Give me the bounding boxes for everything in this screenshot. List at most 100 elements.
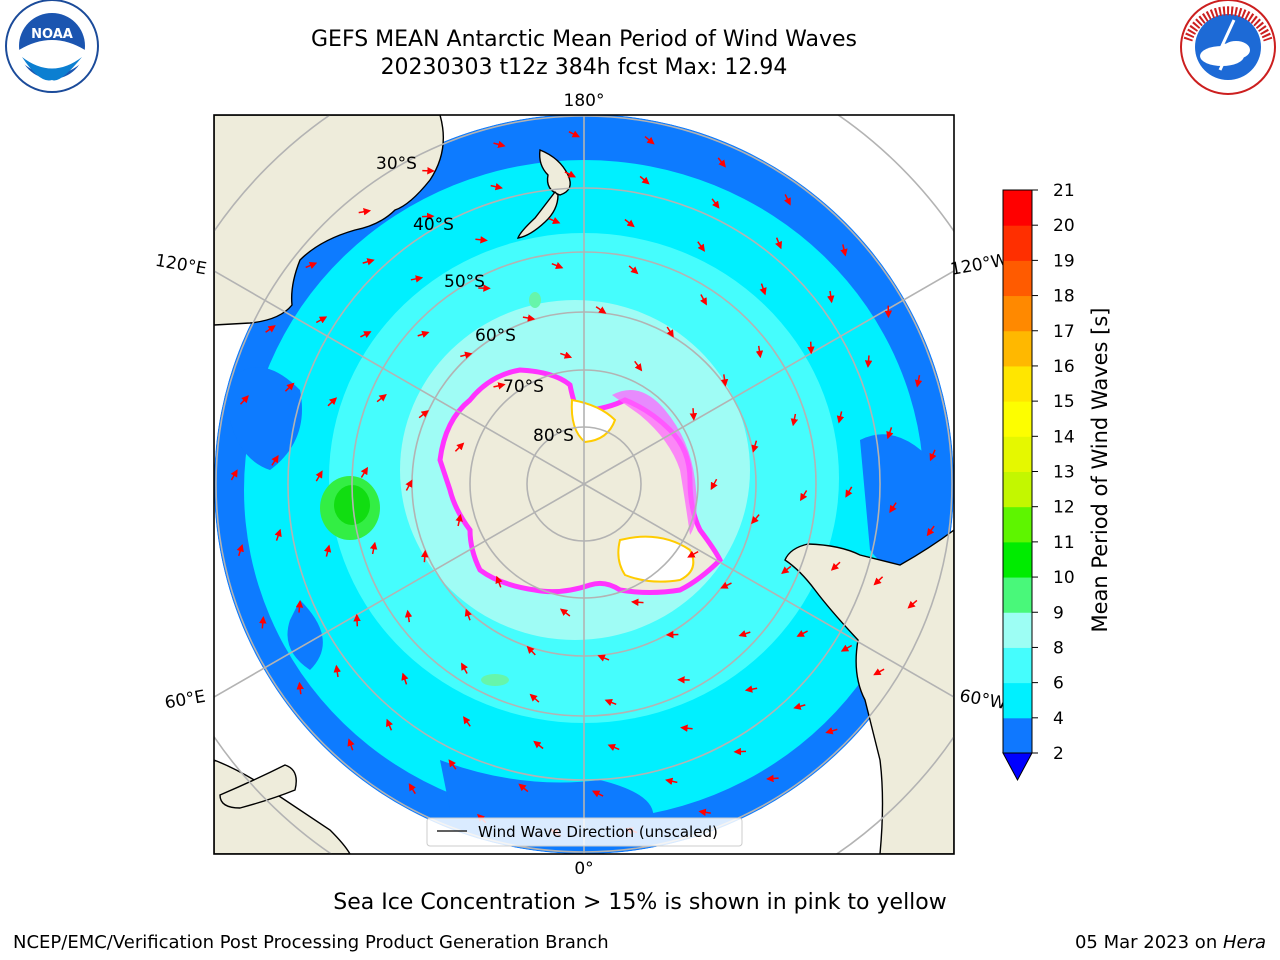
colorbar-segment bbox=[1003, 260, 1032, 297]
colorbar-tick-label: 6 bbox=[1053, 674, 1064, 694]
wind-arrow bbox=[840, 644, 853, 652]
wind-arrow bbox=[284, 382, 295, 392]
lon-label-bottom: 0° bbox=[574, 859, 593, 879]
wind-arrow bbox=[460, 351, 473, 359]
wind-arrow bbox=[800, 490, 808, 502]
wind-arrow bbox=[421, 549, 429, 563]
wind-arrow bbox=[295, 600, 304, 613]
wind-arrow bbox=[410, 275, 424, 283]
wind-arrow bbox=[296, 681, 304, 695]
wind-arrow bbox=[644, 136, 655, 145]
wind-arrow bbox=[751, 514, 760, 525]
wind-arrow bbox=[455, 513, 463, 527]
wind-arrow bbox=[738, 630, 751, 638]
colorbar-tick-label: 11 bbox=[1053, 533, 1075, 553]
wind-arrow bbox=[464, 608, 472, 621]
noaa-logo: NOAA bbox=[5, 0, 99, 93]
lat-label-40s: 40°S bbox=[413, 215, 454, 235]
colorbar-segment bbox=[1003, 225, 1032, 261]
wind-arrow bbox=[744, 685, 758, 693]
wind-arrow bbox=[720, 374, 729, 387]
legend-label: Wind Wave Direction (unscaled) bbox=[478, 823, 718, 841]
wind-arrow bbox=[914, 375, 923, 388]
wind-arrow bbox=[315, 470, 323, 482]
wind-arrow bbox=[463, 716, 471, 727]
wind-arrow bbox=[564, 170, 577, 178]
colorbar-tick-label: 13 bbox=[1053, 463, 1075, 483]
wind-arrow bbox=[845, 486, 853, 498]
map-legend: Wind Wave Direction (unscaled) bbox=[426, 817, 743, 847]
wind-arrow bbox=[360, 331, 372, 338]
wind-arrow bbox=[807, 341, 815, 355]
wind-arrow bbox=[680, 724, 693, 732]
wind-arrow bbox=[376, 393, 387, 403]
wind-arrow bbox=[495, 575, 503, 588]
colorbar-segment bbox=[1003, 577, 1032, 613]
colorbar-tick-label: 19 bbox=[1053, 251, 1075, 271]
wind-arrow bbox=[793, 702, 806, 710]
wind-arrow bbox=[493, 382, 506, 390]
colorbar-tick-label: 4 bbox=[1053, 709, 1064, 729]
wind-arrow bbox=[230, 469, 238, 481]
wind-arrow bbox=[873, 576, 884, 586]
wind-arrow bbox=[687, 550, 699, 558]
colorbar-tick-label: 8 bbox=[1053, 638, 1064, 658]
colorbar-segment bbox=[1003, 506, 1032, 543]
wind-arrow bbox=[236, 543, 244, 557]
wind-arrow bbox=[825, 727, 838, 735]
new-zealand-south bbox=[516, 190, 559, 239]
wind-arrow bbox=[526, 645, 536, 656]
lon-label-lower-right: 60°W bbox=[958, 686, 1008, 714]
wind-arrow bbox=[259, 616, 267, 629]
wind-arrow bbox=[929, 449, 937, 462]
new-zealand-north bbox=[538, 149, 571, 196]
longitude-grid bbox=[214, 115, 954, 854]
wind-arrow bbox=[568, 130, 581, 138]
credit-line: NCEP/EMC/Verification Post Processing Pr… bbox=[13, 932, 609, 953]
wind-arrow bbox=[827, 290, 835, 304]
lon-label-upper-left: 120°E bbox=[154, 251, 208, 280]
wind-arrow bbox=[493, 140, 506, 149]
machine-name: Hera bbox=[1222, 932, 1266, 953]
wind-arrow bbox=[873, 668, 885, 676]
wind-arrow bbox=[347, 738, 355, 751]
wind-arrow bbox=[323, 544, 332, 557]
wind-arrow bbox=[775, 237, 782, 250]
wind-arrow bbox=[759, 283, 767, 296]
colorbar-segment bbox=[1003, 682, 1032, 719]
wind-arrow bbox=[362, 258, 375, 266]
wind-arrow bbox=[559, 608, 571, 617]
colorbar-segment bbox=[1003, 612, 1032, 648]
colorbar-segment bbox=[1003, 365, 1032, 402]
wind-arrow bbox=[518, 783, 529, 793]
lat-label-30s: 30°S bbox=[376, 154, 417, 174]
wind-arrow bbox=[417, 330, 430, 338]
wind-arrow bbox=[711, 198, 720, 209]
wind-arrow bbox=[628, 265, 639, 275]
lon-label-upper-right: 120°W bbox=[949, 250, 1010, 280]
colorbar-segment bbox=[1003, 295, 1032, 332]
wind-arrow bbox=[360, 466, 368, 478]
wind-arrow bbox=[490, 182, 503, 191]
wind-arrow bbox=[840, 244, 848, 257]
wind-arrow bbox=[710, 478, 718, 491]
colorbar-segment bbox=[1003, 541, 1032, 578]
wind-arrow bbox=[305, 262, 318, 269]
wind-arrow bbox=[475, 236, 488, 244]
lat-label-70s: 70°S bbox=[503, 377, 544, 397]
wind-arrow bbox=[405, 479, 413, 491]
wind-arrow bbox=[689, 408, 698, 421]
wind-arrow bbox=[830, 561, 841, 571]
wind-arrow bbox=[418, 410, 429, 419]
wind-arrow bbox=[353, 613, 361, 627]
colorbar-tick-label: 14 bbox=[1053, 427, 1075, 447]
date-text: 05 Mar 2023 on bbox=[1074, 932, 1223, 953]
wind-arrow bbox=[784, 194, 791, 206]
wind-arrow bbox=[271, 454, 279, 466]
wind-arrow bbox=[597, 654, 610, 662]
map-border bbox=[213, 114, 955, 855]
colorbar-segment bbox=[1003, 436, 1032, 472]
ronne-ice-shelf bbox=[617, 535, 695, 583]
wind-arrow bbox=[700, 294, 707, 306]
wind-arrow bbox=[595, 306, 607, 314]
